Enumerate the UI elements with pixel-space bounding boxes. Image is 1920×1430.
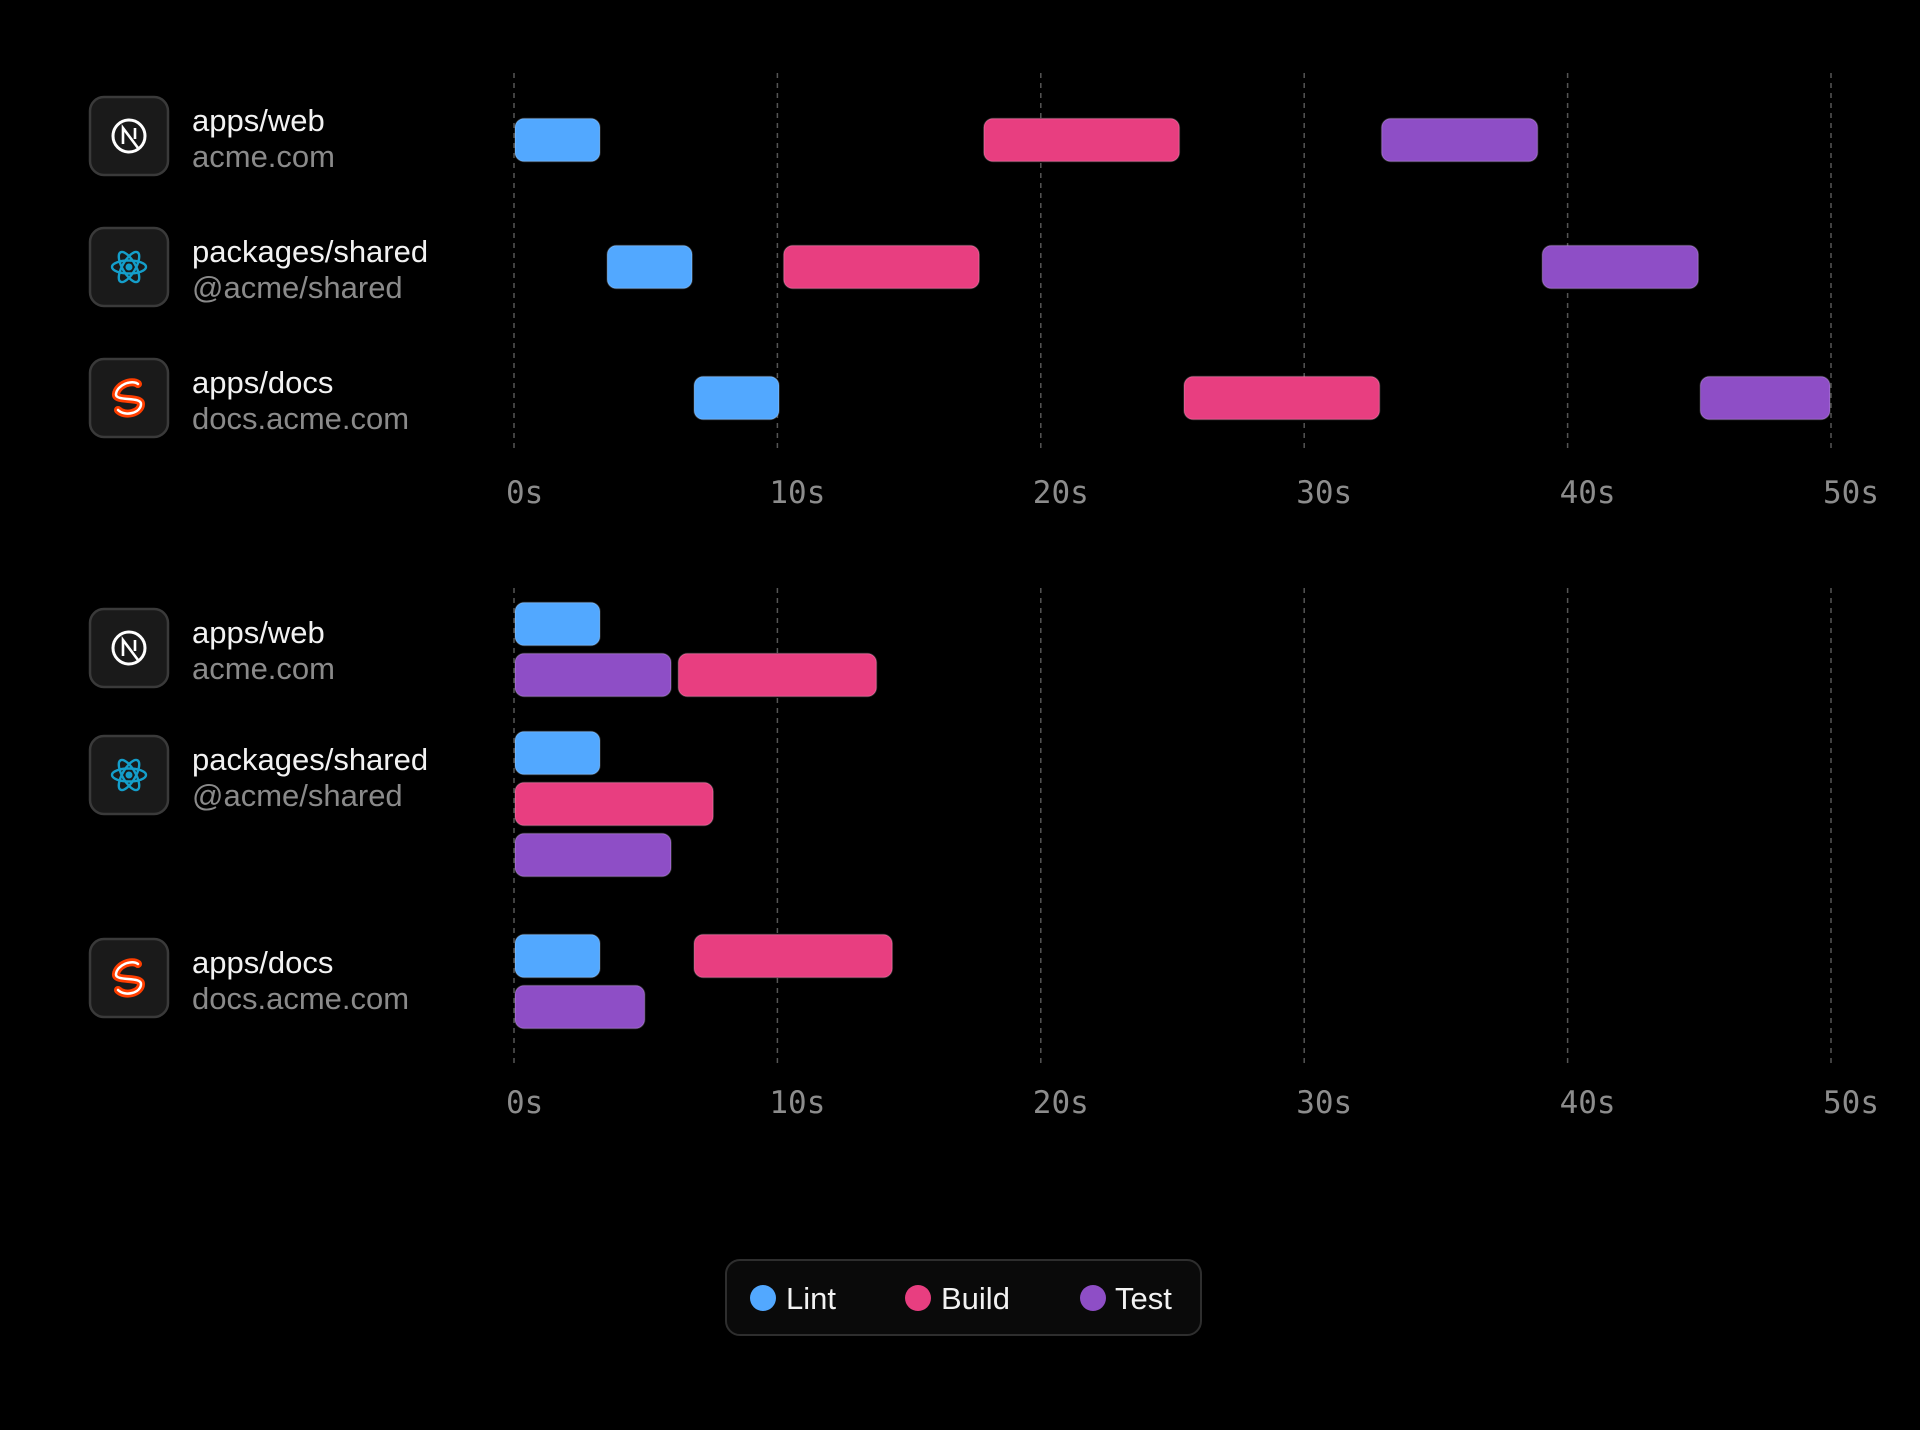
svelte-icon [112,378,146,418]
bar-test [514,984,646,1030]
bar-test [514,652,672,698]
legend-swatch-lint [750,1285,776,1311]
x-tick-label: 40s [1560,475,1616,511]
bar-build [514,781,714,827]
x-tick-label: 10s [769,1085,825,1121]
react-icon [110,250,148,284]
legend-swatch-build [905,1285,931,1311]
task-row: packages/shared@acme/shared [88,226,1700,308]
x-tick-label: 0s [506,1085,543,1121]
x-tick-label: 40s [1560,1085,1616,1121]
x-tick-label: 30s [1296,1085,1352,1121]
react-icon [110,758,148,792]
nextjs-icon [111,118,147,154]
x-tick-label: 30s [1296,475,1352,511]
bar-test [514,832,672,878]
bar-lint [514,730,601,776]
row-subtitle: acme.com [192,651,335,686]
x-tick-label: 20s [1033,1085,1089,1121]
bar-lint [693,375,780,421]
row-title: apps/web [192,615,325,650]
row-title: apps/web [192,103,325,138]
bar-test [1699,375,1831,421]
legend: Lint Build Test [725,1259,1202,1336]
bar-build [1183,375,1381,421]
row-title: packages/shared [192,742,428,777]
row-title: apps/docs [192,945,333,980]
row-subtitle: @acme/shared [192,778,403,813]
row-title: packages/shared [192,234,428,269]
bar-lint [514,117,601,163]
bar-lint [514,933,601,979]
row-title: apps/docs [192,365,333,400]
row-subtitle: docs.acme.com [192,981,409,1016]
legend-label-lint: Lint [786,1281,836,1316]
bar-build [693,933,894,979]
x-tick-label: 10s [769,475,825,511]
row-subtitle: acme.com [192,139,335,174]
row-subtitle: docs.acme.com [192,401,409,436]
bar-build [782,244,980,290]
legend-label-test: Test [1115,1281,1172,1316]
legend-label-build: Build [941,1281,1010,1316]
task-row: packages/shared@acme/shared [88,730,714,878]
x-tick-label: 50s [1823,1085,1879,1121]
legend-swatch-test [1080,1285,1106,1311]
row-subtitle: @acme/shared [192,270,403,305]
bar-build [677,652,878,698]
bar-test [1541,244,1700,290]
x-tick-label: 20s [1033,475,1089,511]
bar-test [1380,117,1539,163]
bar-lint [606,244,693,290]
svelte-icon [112,958,146,998]
bar-build [983,117,1181,163]
x-tick-label: 0s [506,475,543,511]
x-tick-label: 50s [1823,475,1879,511]
bar-lint [514,601,601,647]
nextjs-icon [111,630,147,666]
